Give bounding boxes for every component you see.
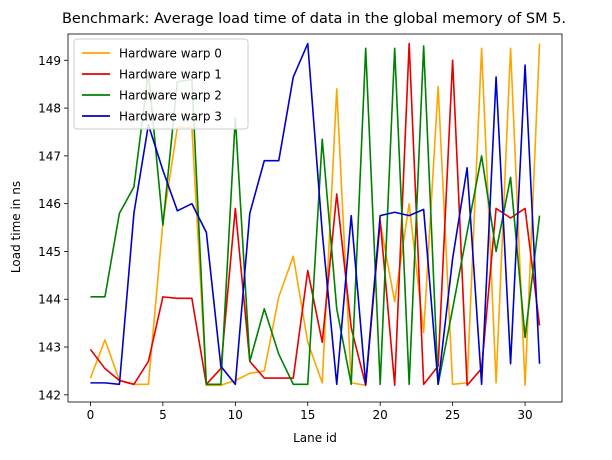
x-tick-label: 15 [300,408,315,422]
series-line-warp-1 [89,42,541,387]
x-tick-label: 20 [373,408,388,422]
x-axis-label: Lane id [293,431,337,445]
x-tick-label: 5 [159,408,167,422]
y-tick-label: 144 [38,293,61,307]
y-axis-ticks: 142 143 144 145 146 147 148 149 [38,54,68,402]
y-tick-label: 143 [38,341,61,355]
y-tick-label: 149 [38,54,61,68]
legend-label: Hardware warp 0 [119,47,222,61]
legend-label: Hardware warp 2 [119,89,222,103]
y-tick-label: 145 [38,245,61,259]
y-axis-label: Load time in ns [9,181,23,273]
y-tick-label: 142 [38,388,61,402]
y-tick-label: 148 [38,102,61,116]
y-tick-label: 147 [38,149,61,163]
chart-title: Benchmark: Average load time of data in … [62,11,566,27]
x-tick-label: 25 [445,408,460,422]
legend: Hardware warp 0 Hardware warp 1 Hardware w… [73,38,249,130]
legend-box [73,38,249,130]
plot-area [89,42,541,387]
legend-label: Hardware warp 3 [119,110,222,124]
plot-frame [67,33,563,403]
x-tick-label: 10 [228,408,243,422]
x-axis-ticks: 0 5 10 15 20 25 30 [87,402,533,422]
y-tick-label: 146 [38,197,61,211]
x-tick-label: 0 [87,408,95,422]
series-line-warp-2 [90,45,541,386]
legend-label: Hardware warp 1 [119,68,222,82]
x-tick-label: 30 [517,408,532,422]
series-line-warp-3 [90,42,541,386]
